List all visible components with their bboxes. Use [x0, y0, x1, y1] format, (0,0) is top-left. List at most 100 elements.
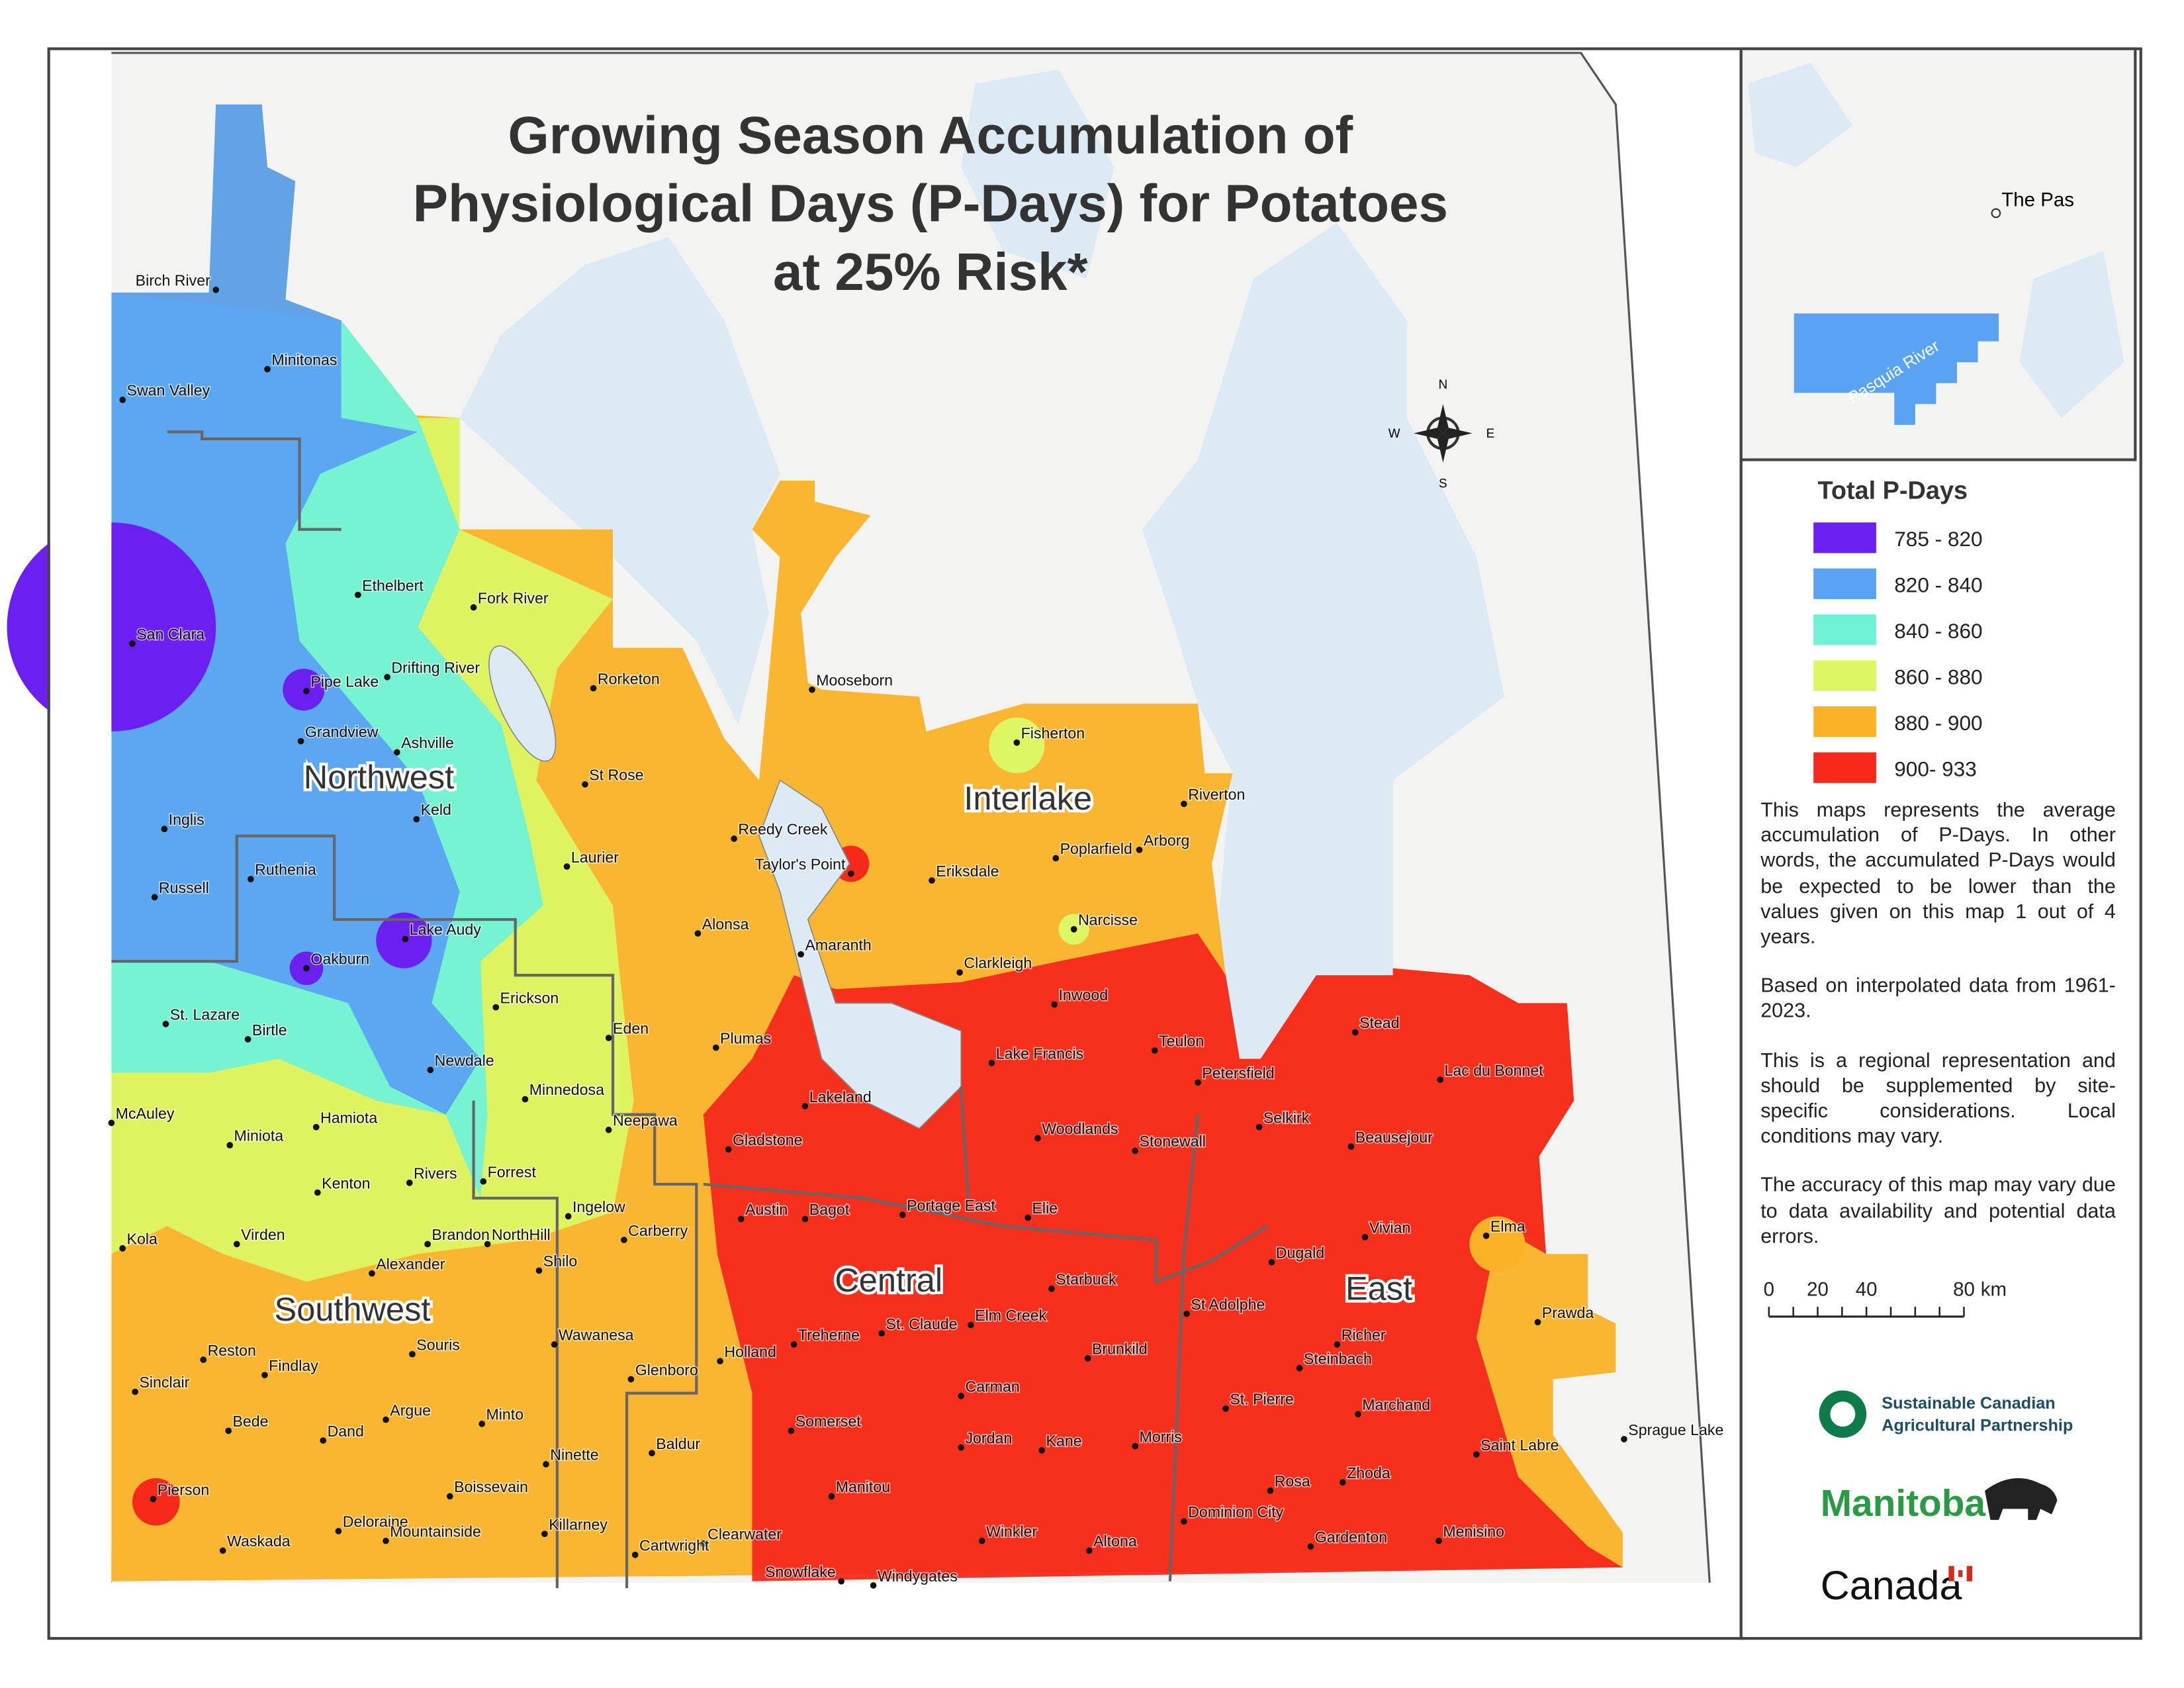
legend-label: 785 - 820 — [1894, 527, 1982, 551]
place-dot — [522, 1096, 529, 1103]
place-label: St. Lazare — [170, 1006, 240, 1023]
place-label: Manitou — [836, 1478, 890, 1495]
place-dot — [725, 1146, 732, 1153]
place-dot — [848, 870, 854, 877]
place-label: Jordan — [965, 1429, 1012, 1446]
place-label: Carberry — [628, 1222, 688, 1239]
logos: Sustainable Canadian Agricultural Partne… — [1819, 1390, 2073, 1608]
place-dot — [1222, 1405, 1229, 1412]
place-dot — [383, 1416, 389, 1423]
place-label: Gardenton — [1315, 1528, 1387, 1546]
border — [960, 1086, 970, 1199]
place-dot — [621, 1237, 627, 1243]
flag — [1958, 1570, 1963, 1577]
place-label: Alexander — [376, 1255, 445, 1272]
place-label: Forrest — [488, 1163, 537, 1180]
place-label: Erickson — [500, 989, 559, 1006]
place-dot — [788, 1427, 795, 1434]
scap-logo-inner — [1830, 1401, 1856, 1427]
place-label: Grandview — [305, 723, 379, 740]
place-dot — [958, 1444, 965, 1451]
place-label: Birtle — [252, 1021, 287, 1039]
place-dot — [929, 877, 935, 884]
compass-s: S — [1439, 477, 1447, 491]
legend-swatch — [1813, 522, 1876, 553]
place-dot — [427, 1066, 434, 1074]
region-label: Southwest — [275, 1290, 431, 1328]
note: This is a regional representation and sh… — [1760, 1050, 2116, 1149]
place-dot — [988, 1060, 995, 1066]
place-label: Carman — [965, 1378, 1019, 1395]
place-label: Snowflake — [765, 1563, 836, 1580]
place-dot — [712, 1044, 719, 1051]
lake-north — [961, 70, 1115, 279]
place-label: McAuley — [116, 1105, 175, 1122]
place-label: Inglis — [169, 811, 205, 828]
legend: Total P-Days 785 - 820 820 - 840 840 - 860 8… — [1813, 477, 1983, 783]
place-label: Drifting River — [391, 659, 480, 677]
note: This maps represents the average accumul… — [1760, 800, 2116, 949]
place-dot — [446, 1493, 453, 1500]
place-dot — [1534, 1319, 1541, 1326]
place-dot — [1334, 1341, 1341, 1348]
place-dot — [484, 1241, 491, 1248]
lake-winnipeg-south — [1226, 780, 1393, 1059]
place-label: Ninette — [550, 1446, 598, 1464]
place-dot — [355, 591, 361, 598]
place-label: Petersfield — [1202, 1064, 1274, 1082]
place-label: Austin — [745, 1201, 788, 1218]
compass-arrow — [1437, 433, 1449, 463]
place-dot — [627, 1376, 635, 1383]
place-dot — [968, 1321, 974, 1329]
region-labels: Northwest Interlake Central Southwest East — [271, 755, 1415, 1331]
place-label: Fisherton — [1021, 724, 1085, 741]
place-label: Bede — [232, 1413, 268, 1430]
place-label: Marchand — [1362, 1396, 1430, 1413]
place-dot — [1048, 1285, 1055, 1292]
place-dot — [108, 1119, 115, 1127]
place-label: Wawanesa — [559, 1327, 634, 1344]
place-label: Amaranth — [805, 936, 871, 953]
inset-lake — [2019, 250, 2124, 418]
place-label: Dugald — [1276, 1244, 1324, 1262]
place-dot — [956, 969, 963, 976]
place-label: Elma — [1490, 1218, 1525, 1235]
place-label: Lake Francis — [996, 1045, 1083, 1062]
legend-swatch — [1813, 614, 1876, 645]
place-label: Narcisse — [1078, 911, 1138, 928]
place-dot — [1355, 1411, 1361, 1418]
title-line: Growing Season Accumulation of — [508, 106, 1353, 165]
inset: The Pas Pasquia River — [1739, 47, 2137, 461]
place-label: San Clara — [136, 626, 205, 643]
legend-label: 820 - 840 — [1894, 573, 1982, 596]
place-label: Taylor's Point — [755, 855, 846, 872]
place-dot — [1339, 1479, 1346, 1486]
bottom-mask — [50, 1582, 1740, 1637]
bison — [1985, 1478, 2058, 1521]
place-dot — [303, 964, 310, 972]
place-label: Newdale — [435, 1052, 494, 1069]
place-label: Argue — [390, 1401, 431, 1419]
place-dot — [314, 1189, 321, 1196]
places: Birch River Minitonas Swan Valley Ethelbert… — [108, 271, 1725, 1589]
place-label: Rivers — [414, 1165, 457, 1182]
legend-label: 840 - 860 — [1894, 619, 1982, 643]
place-label: Clarkleigh — [964, 955, 1032, 972]
title-line: at 25% Risk* — [773, 242, 1089, 301]
place-dot — [535, 1267, 543, 1274]
border — [703, 1182, 1269, 1284]
place-label: Eriksdale — [936, 863, 999, 880]
place-dot — [978, 1537, 985, 1544]
note: The accuracy of this map may vary due to… — [1760, 1175, 2116, 1248]
place-dot — [320, 1437, 327, 1444]
place-label: Vivian — [1369, 1219, 1411, 1237]
inset-lake — [1748, 62, 1853, 167]
title-line: Physiological Days (P-Days) for Potatoes — [413, 174, 1448, 233]
place-label: Starbuck — [1056, 1270, 1116, 1288]
place-label: Altona — [1093, 1532, 1137, 1550]
place-label: Swan Valley — [127, 382, 210, 399]
place-dot — [631, 1551, 639, 1558]
place-dot — [1085, 1547, 1093, 1554]
place-dot — [838, 1577, 845, 1585]
border — [111, 834, 698, 1589]
